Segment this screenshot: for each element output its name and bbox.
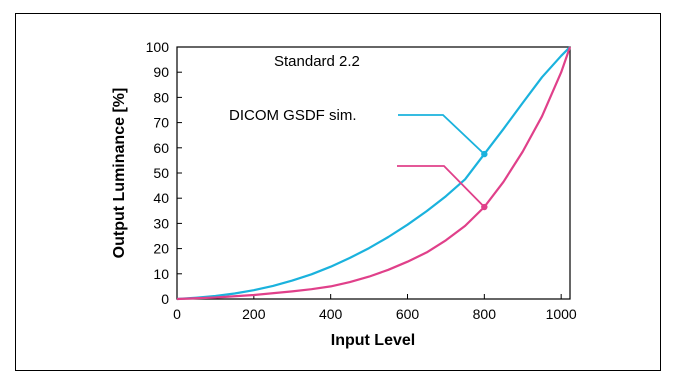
plot-area-border bbox=[176, 46, 571, 300]
dicom-leader-line bbox=[398, 114, 485, 155]
series-lines bbox=[176, 46, 572, 301]
y-tick-label-4: 40 bbox=[153, 190, 169, 206]
y-tick-label-8: 80 bbox=[153, 89, 169, 105]
y-tick-label-1: 10 bbox=[153, 266, 169, 282]
y-tick-label-9: 90 bbox=[153, 64, 169, 80]
x-axis-title: Input Level bbox=[331, 332, 415, 349]
x-axis-ticks: 0 200 400 600 800 1000 bbox=[173, 294, 577, 322]
y-axis-ticks: 0 10 20 30 40 50 60 70 80 90 100 bbox=[146, 39, 182, 307]
y-axis-title: Output Luminance [%] bbox=[111, 88, 128, 259]
x-tick-label-2: 400 bbox=[319, 306, 343, 322]
series-markers bbox=[481, 150, 488, 211]
y-tick-label-2: 20 bbox=[153, 241, 169, 257]
standard-leader-line bbox=[397, 165, 485, 208]
y-tick-label-5: 50 bbox=[153, 165, 169, 181]
standard-marker-point bbox=[481, 203, 488, 211]
dicom-curve-line bbox=[176, 46, 571, 301]
x-tick-label-3: 600 bbox=[396, 306, 420, 322]
y-tick-label-0: 0 bbox=[161, 291, 169, 307]
y-tick-label-7: 70 bbox=[153, 115, 169, 131]
standard-curve-line bbox=[176, 46, 572, 301]
y-tick-label-3: 30 bbox=[153, 215, 169, 231]
y-tick-label-6: 60 bbox=[153, 140, 169, 156]
standard-curve-label: Standard 2.2 bbox=[274, 53, 360, 70]
dicom-curve-label: DICOM GSDF sim. bbox=[229, 107, 357, 124]
chart-frame bbox=[15, 13, 661, 371]
x-tick-label-5: 1000 bbox=[546, 306, 577, 322]
x-tick-label-1: 200 bbox=[242, 306, 266, 322]
y-tick-label-10: 100 bbox=[146, 39, 170, 55]
x-tick-label-0: 0 bbox=[173, 306, 181, 322]
dicom-marker-point bbox=[481, 150, 488, 158]
label-leaders bbox=[397, 114, 485, 208]
x-tick-label-4: 800 bbox=[473, 306, 497, 322]
